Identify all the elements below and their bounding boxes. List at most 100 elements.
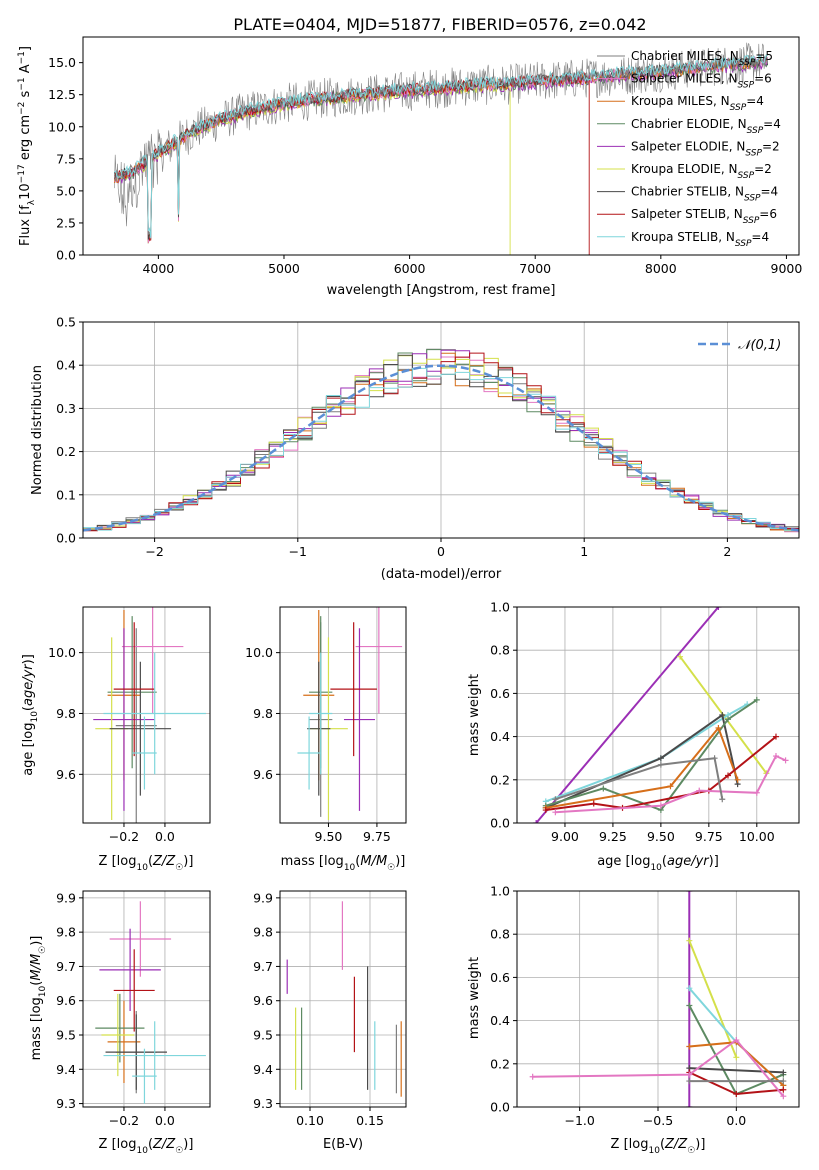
data-point xyxy=(552,809,559,816)
data-point xyxy=(686,985,693,992)
axes-frame xyxy=(82,36,800,256)
y-tick-label: 0.2 xyxy=(490,1056,510,1071)
y-tick-label: 0.4 xyxy=(490,729,510,744)
y-tick-label: 0.0 xyxy=(56,531,76,546)
x-axis-label: Z [log10(Z/Z☉)] xyxy=(611,1137,706,1156)
x-tick-label: −0.2 xyxy=(109,1113,139,1128)
y-tick-label: 9.8 xyxy=(56,706,76,721)
data-point xyxy=(686,937,693,944)
x-tick-label: 0.15 xyxy=(356,1113,384,1128)
data-point xyxy=(772,733,779,740)
data-point xyxy=(719,796,726,803)
y-tick-label: 9.8 xyxy=(253,706,273,721)
y-tick-label: 10.0 xyxy=(48,119,76,134)
age-vs-mass-chart: 9.50 9.75 9.6 9.8 10.0 mass [log10(M/M☉)] xyxy=(245,606,407,873)
x-tick-label: 0.0 xyxy=(155,829,175,844)
x-tick-label: −0.2 xyxy=(109,829,139,844)
x-tick-label: −0.5 xyxy=(643,1113,673,1128)
data-point xyxy=(782,757,789,764)
x-axis-label: E(B-V) xyxy=(323,1137,363,1152)
legend-label: Chabrier MILES, NSSP=5 xyxy=(631,49,773,68)
y-axis-label: mass [log10(M/M☉)] xyxy=(29,936,48,1061)
x-tick-label: 8000 xyxy=(645,261,677,276)
data-point xyxy=(686,1043,693,1050)
y-axis-label: Normed distribution xyxy=(30,365,45,495)
y-tick-label: 0.0 xyxy=(490,816,510,831)
weight-line xyxy=(688,940,738,1058)
x-tick-label: 7000 xyxy=(519,261,551,276)
data-point xyxy=(686,1078,693,1085)
weight-line xyxy=(532,1038,785,1097)
data-point xyxy=(657,755,664,762)
y-tick-label: 10.0 xyxy=(245,645,273,660)
data-point xyxy=(590,800,597,807)
data-point xyxy=(733,1091,740,1098)
y-tick-label: 9.4 xyxy=(253,1062,273,1077)
plot-area xyxy=(83,348,799,538)
x-tick-label: 9.50 xyxy=(647,829,675,844)
mass-vs-metallicity-chart: −0.2 0.0 9.3 9.4 9.5 9.6 9.7 9.8 9.9 Z [log10(Z/Z… xyxy=(29,890,211,1156)
x-tick-label: 9.75 xyxy=(363,829,391,844)
x-tick-label: 0.10 xyxy=(296,1113,324,1128)
plot-area xyxy=(113,42,769,255)
plot-area xyxy=(93,607,206,823)
y-tick-label: 9.9 xyxy=(56,890,76,905)
y-tick-label: 5.0 xyxy=(56,183,76,198)
legend-label: Kroupa MILES, NSSP=4 xyxy=(631,94,764,113)
residual-histogram-step xyxy=(83,367,799,538)
data-point xyxy=(780,1069,787,1076)
plot-area xyxy=(297,607,403,820)
x-tick-label: −2 xyxy=(145,544,163,559)
y-tick-label: 9.6 xyxy=(56,767,76,782)
y-tick-label: 1.0 xyxy=(490,600,510,615)
weight-line xyxy=(545,726,739,809)
y-axis-label: mass weight xyxy=(467,957,482,1039)
data-point xyxy=(780,1093,787,1100)
spectrum-chart: 4000 5000 6000 7000 8000 9000 0.0 2.5 5.0 7.5 10.0… xyxy=(17,36,803,298)
y-axis-label: Flux [fλ10−17 erg cm−2 s−1 A−1] xyxy=(17,46,37,246)
data-point xyxy=(715,724,722,731)
plot-layer: 4000 5000 6000 7000 8000 90000.02.55.07.510.0… xyxy=(17,36,803,1156)
y-tick-label: 0.5 xyxy=(56,315,76,330)
y-axis-label: mass weight xyxy=(467,674,482,756)
y-tick-label: 9.8 xyxy=(56,925,76,940)
data-point xyxy=(677,653,684,660)
gaussian-curve xyxy=(83,364,799,532)
y-tick-label: 9.5 xyxy=(56,1028,76,1043)
weight-line xyxy=(545,735,777,811)
x-tick-label: 9000 xyxy=(771,261,803,276)
x-tick-label: −1 xyxy=(289,544,307,559)
model-spectrum-line xyxy=(114,54,768,239)
weight-line xyxy=(545,703,748,803)
weight-line xyxy=(555,757,724,801)
data-point xyxy=(733,1037,740,1044)
y-tick-label: 9.5 xyxy=(253,1028,273,1043)
x-tick-label: −1.0 xyxy=(564,1113,594,1128)
y-tick-label: 0.8 xyxy=(490,643,510,658)
legend-label: 𝒩(0,1) xyxy=(738,338,781,353)
data-point xyxy=(753,789,760,796)
y-tick-label: 9.7 xyxy=(253,959,273,974)
data-point xyxy=(780,1078,787,1085)
legend-label: Kroupa ELODIE, NSSP=2 xyxy=(631,162,772,181)
axes-frame xyxy=(279,890,407,1108)
y-tick-label: 9.6 xyxy=(253,767,273,782)
data-point xyxy=(657,761,664,768)
figure-title: PLATE=0404, MJD=51877, FIBERID=0576, z=0… xyxy=(233,15,646,34)
x-axis-label: Z [log10(Z/Z☉)] xyxy=(99,854,194,873)
y-tick-label: 9.8 xyxy=(253,925,273,940)
y-tick-label: 0.2 xyxy=(490,772,510,787)
data-point xyxy=(657,802,664,809)
x-axis-label: (data-model)/error xyxy=(381,567,502,582)
data-point xyxy=(711,755,718,762)
age-vs-metallicity-chart: −0.2 0.0 9.6 9.8 10.0 Z [log10(Z/Z☉)] age [log… xyxy=(21,606,211,873)
data-point xyxy=(686,891,693,894)
x-tick-label: 4000 xyxy=(142,261,174,276)
x-tick-label: 9.25 xyxy=(599,829,627,844)
y-tick-label: 10.0 xyxy=(48,645,76,660)
data-point xyxy=(529,1073,536,1080)
plot-area xyxy=(529,891,787,1107)
data-point xyxy=(552,796,559,803)
y-tick-label: 7.5 xyxy=(56,151,76,166)
y-tick-label: 1.0 xyxy=(490,884,510,899)
